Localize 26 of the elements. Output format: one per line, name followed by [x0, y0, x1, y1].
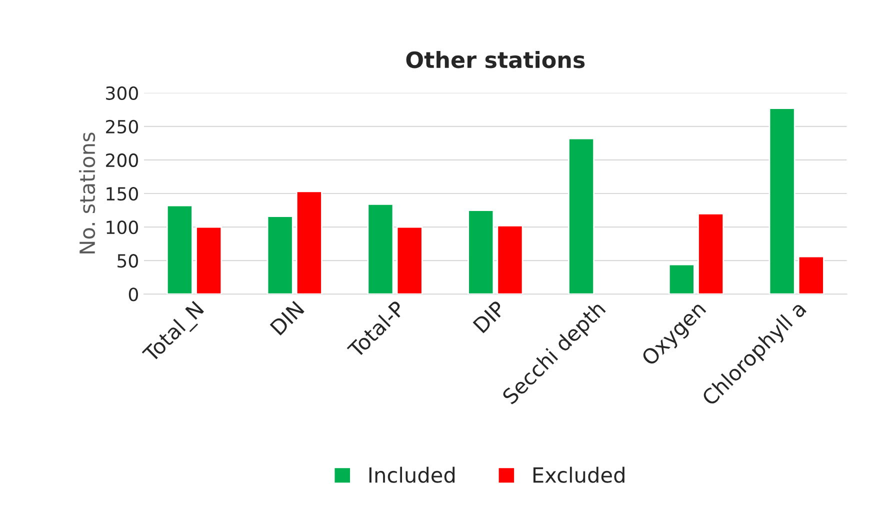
- bar: [166, 204, 193, 294]
- bar: [396, 226, 423, 294]
- y-tick-label: 100: [106, 220, 138, 234]
- y-tick-label: 150: [106, 186, 138, 201]
- bar: [468, 210, 494, 294]
- x-tick-label: DIP: [472, 300, 506, 334]
- x-tick-label: DIN: [270, 300, 304, 336]
- y-axis-title: No. stations: [79, 132, 96, 254]
- bar: [768, 108, 796, 294]
- y-tick-label: 300: [106, 86, 138, 100]
- bar: [296, 190, 322, 294]
- bar: [668, 264, 695, 294]
- bar: [698, 212, 724, 294]
- bar: [496, 225, 524, 294]
- y-tick-label: 0: [128, 288, 138, 302]
- bar: [266, 216, 294, 294]
- bar: [568, 138, 595, 294]
- legend-label: Excluded: [533, 466, 624, 483]
- y-tick-label: 200: [106, 153, 138, 168]
- y-tick-label: 50: [118, 254, 138, 268]
- bar: [367, 204, 394, 294]
- chart-title: Other stations: [406, 50, 585, 68]
- legend-label: Included: [369, 466, 455, 483]
- bar: [196, 226, 222, 294]
- bar: [798, 256, 824, 294]
- y-tick-label: 250: [106, 120, 138, 134]
